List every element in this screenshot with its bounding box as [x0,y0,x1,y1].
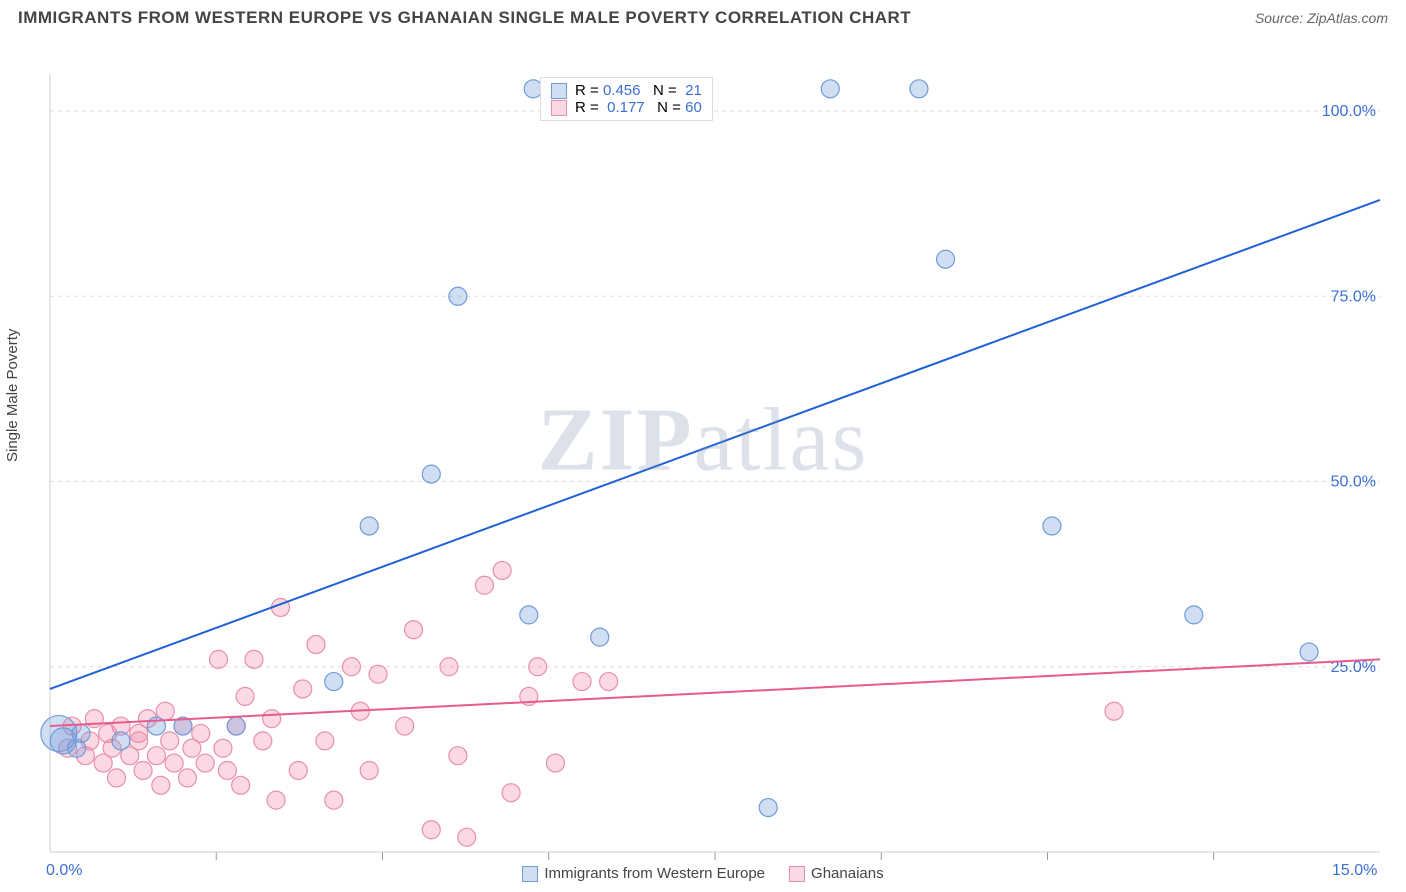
legend-stats: R = 0.456 N = 21 R = 0.177 N = 60 [540,77,713,121]
x-tick-label: 15.0% [1332,862,1377,880]
legend-swatch [551,100,567,116]
legend-stats-row: R = 0.456 N = 21 [551,82,702,99]
x-tick-label: 0.0% [46,862,82,880]
legend-swatch [522,866,538,882]
legend-item: Immigrants from Western Europe [522,865,765,882]
legend-stats-row: R = 0.177 N = 60 [551,99,702,116]
legend-swatch [789,866,805,882]
legend-series: Immigrants from Western Europe Ghanaians [0,865,1406,882]
legend-item: Ghanaians [789,865,884,882]
svg-text:75.0%: 75.0% [1331,288,1376,305]
chart-title: IMMIGRANTS FROM WESTERN EUROPE VS GHANAI… [18,8,911,28]
source-label: Source: ZipAtlas.com [1255,10,1388,26]
svg-text:100.0%: 100.0% [1322,103,1376,120]
title-bar: IMMIGRANTS FROM WESTERN EUROPE VS GHANAI… [0,0,1406,32]
scatter-chart: 25.0%50.0%75.0%100.0% [0,32,1406,882]
legend-swatch [551,83,567,99]
chart-area: Single Male Poverty 25.0%50.0%75.0%100.0… [0,32,1406,882]
y-axis-label: Single Male Poverty [4,329,21,462]
svg-text:50.0%: 50.0% [1331,474,1376,491]
